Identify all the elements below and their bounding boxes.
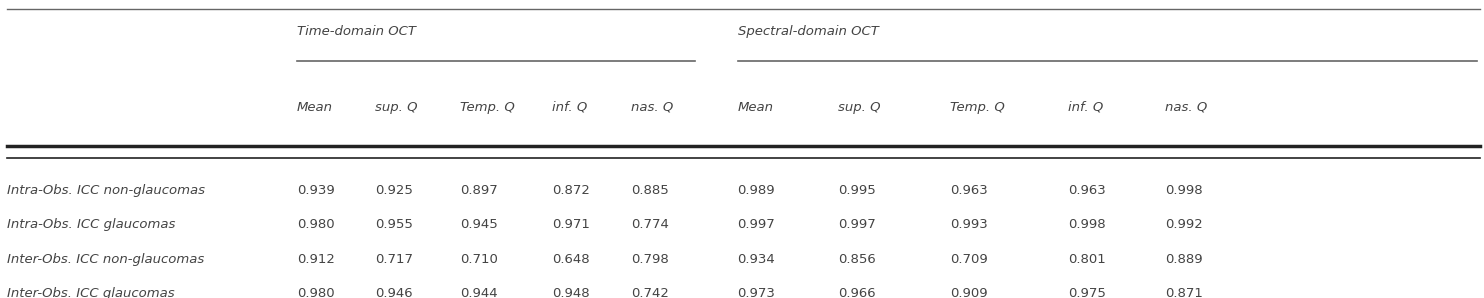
Text: 0.939: 0.939 xyxy=(297,184,334,197)
Text: Inter-Obs. ICC glaucomas: Inter-Obs. ICC glaucomas xyxy=(7,287,175,298)
Text: sup. Q: sup. Q xyxy=(838,101,881,114)
Text: 0.798: 0.798 xyxy=(631,253,668,266)
Text: 0.774: 0.774 xyxy=(631,218,669,232)
Text: 0.971: 0.971 xyxy=(552,218,591,232)
Text: 0.998: 0.998 xyxy=(1068,218,1106,232)
Text: 0.717: 0.717 xyxy=(375,253,414,266)
Text: 0.709: 0.709 xyxy=(950,253,987,266)
Text: 0.889: 0.889 xyxy=(1165,253,1202,266)
Text: inf. Q: inf. Q xyxy=(552,101,588,114)
Text: 0.934: 0.934 xyxy=(738,253,775,266)
Text: Spectral-domain OCT: Spectral-domain OCT xyxy=(738,25,879,38)
Text: 0.980: 0.980 xyxy=(297,287,334,298)
Text: 0.955: 0.955 xyxy=(375,218,414,232)
Text: Inter-Obs. ICC non-glaucomas: Inter-Obs. ICC non-glaucomas xyxy=(7,253,205,266)
Text: inf. Q: inf. Q xyxy=(1068,101,1104,114)
Text: 0.742: 0.742 xyxy=(631,287,669,298)
Text: 0.989: 0.989 xyxy=(738,184,775,197)
Text: 0.945: 0.945 xyxy=(460,218,497,232)
Text: Temp. Q: Temp. Q xyxy=(460,101,515,114)
Text: nas. Q: nas. Q xyxy=(631,101,672,114)
Text: 0.909: 0.909 xyxy=(950,287,987,298)
Text: 0.897: 0.897 xyxy=(460,184,497,197)
Text: 0.856: 0.856 xyxy=(838,253,876,266)
Text: 0.992: 0.992 xyxy=(1165,218,1202,232)
Text: Mean: Mean xyxy=(297,101,332,114)
Text: Intra-Obs. ICC glaucomas: Intra-Obs. ICC glaucomas xyxy=(7,218,175,232)
Text: Intra-Obs. ICC non-glaucomas: Intra-Obs. ICC non-glaucomas xyxy=(7,184,205,197)
Text: 0.944: 0.944 xyxy=(460,287,497,298)
Text: 0.997: 0.997 xyxy=(738,218,775,232)
Text: 0.872: 0.872 xyxy=(552,184,591,197)
Text: 0.963: 0.963 xyxy=(950,184,987,197)
Text: 0.710: 0.710 xyxy=(460,253,499,266)
Text: Time-domain OCT: Time-domain OCT xyxy=(297,25,416,38)
Text: Temp. Q: Temp. Q xyxy=(950,101,1005,114)
Text: Mean: Mean xyxy=(738,101,773,114)
Text: 0.801: 0.801 xyxy=(1068,253,1106,266)
Text: 0.993: 0.993 xyxy=(950,218,987,232)
Text: nas. Q: nas. Q xyxy=(1165,101,1206,114)
Text: 0.980: 0.980 xyxy=(297,218,334,232)
Text: 0.966: 0.966 xyxy=(838,287,876,298)
Text: 0.975: 0.975 xyxy=(1068,287,1107,298)
Text: 0.963: 0.963 xyxy=(1068,184,1106,197)
Text: sup. Q: sup. Q xyxy=(375,101,418,114)
Text: 0.997: 0.997 xyxy=(838,218,876,232)
Text: 0.946: 0.946 xyxy=(375,287,413,298)
Text: 0.912: 0.912 xyxy=(297,253,335,266)
Text: 0.871: 0.871 xyxy=(1165,287,1204,298)
Text: 0.648: 0.648 xyxy=(552,253,589,266)
Text: 0.948: 0.948 xyxy=(552,287,589,298)
Text: 0.925: 0.925 xyxy=(375,184,414,197)
Text: 0.998: 0.998 xyxy=(1165,184,1202,197)
Text: 0.973: 0.973 xyxy=(738,287,776,298)
Text: 0.885: 0.885 xyxy=(631,184,668,197)
Text: 0.995: 0.995 xyxy=(838,184,876,197)
